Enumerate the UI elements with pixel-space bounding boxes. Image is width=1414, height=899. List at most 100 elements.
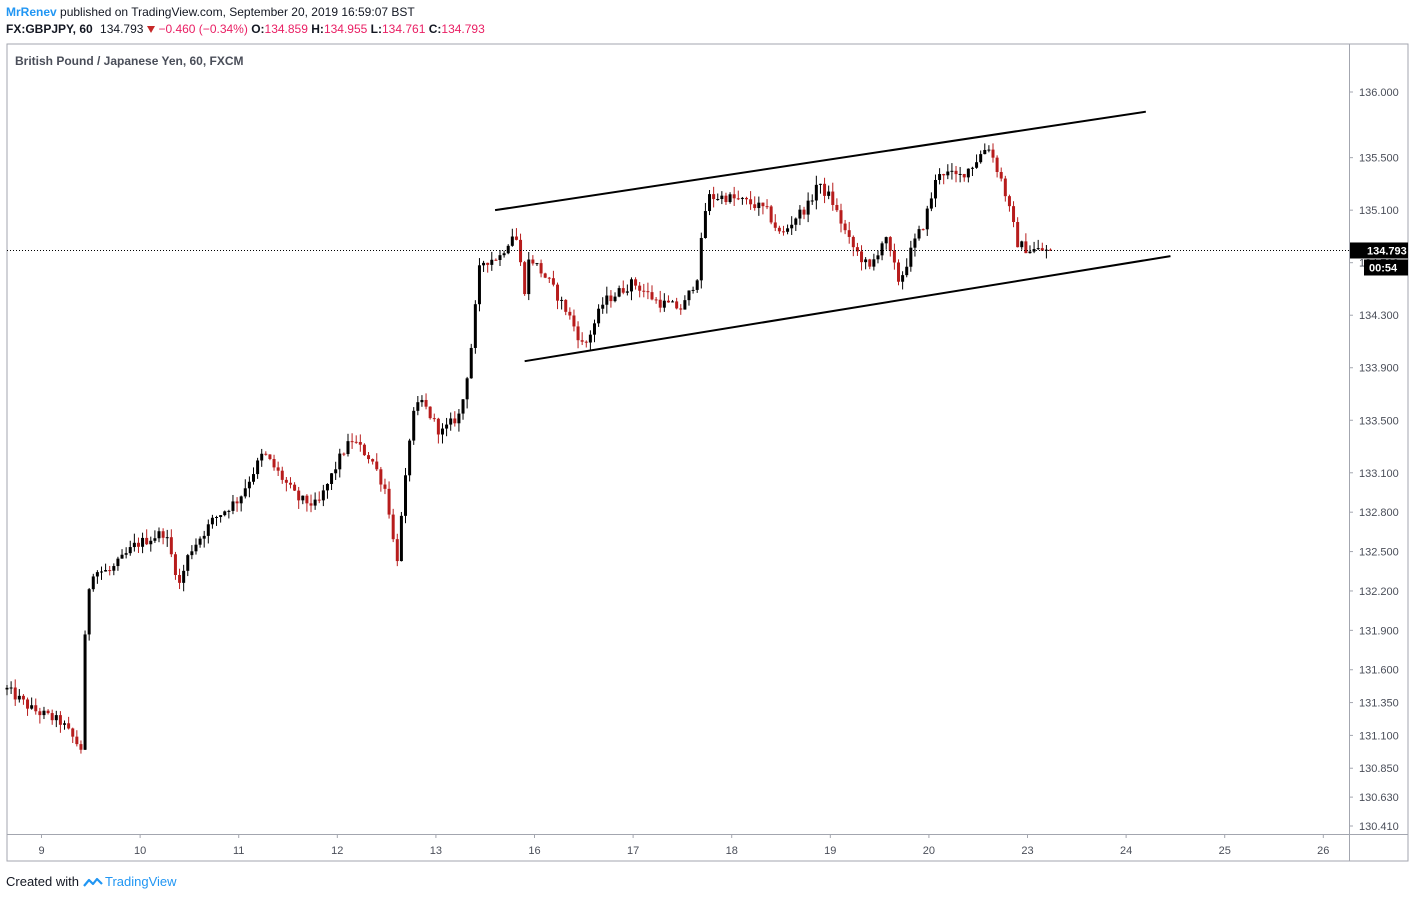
y-tick-label: 130.630	[1359, 792, 1399, 804]
candle-body	[613, 296, 617, 302]
candle-body	[5, 687, 9, 690]
current-price-tag	[1350, 242, 1408, 259]
y-tick-label: 136.000	[1359, 87, 1399, 99]
time-axis[interactable]: 9 10 11 12 13 16 17 18 19 20 23 24 25 26	[38, 834, 1329, 857]
candle-body	[445, 424, 449, 429]
candle-body	[321, 490, 325, 501]
candle-body	[67, 723, 71, 729]
candle-body	[712, 194, 716, 200]
x-tick-label: 9	[38, 845, 44, 857]
x-tick-label: 23	[1021, 845, 1033, 857]
y-tick-label: 133.100	[1359, 468, 1399, 480]
candle-body	[473, 304, 477, 348]
candle-body	[847, 230, 851, 237]
symbol-name[interactable]: FX:GBPJPY, 60	[6, 22, 93, 36]
candle-body	[818, 183, 822, 185]
candle-body	[190, 551, 194, 556]
candle-body	[141, 537, 145, 547]
candle-body	[256, 460, 260, 475]
candle-body	[288, 482, 292, 485]
candle-body	[781, 231, 785, 233]
y-tick-label: 134.300	[1359, 310, 1399, 322]
author-link[interactable]: MrRenev	[6, 5, 57, 19]
candle-body	[749, 199, 753, 205]
candle-body	[654, 299, 658, 301]
candle-body	[169, 537, 173, 555]
candle-body	[510, 236, 514, 246]
candle-body	[946, 171, 950, 176]
candle-body	[597, 308, 601, 324]
candle-body	[280, 470, 284, 480]
candle-body	[367, 455, 371, 460]
candle-body	[219, 515, 223, 517]
candle-body	[642, 290, 646, 292]
candle-body	[91, 576, 95, 590]
candle-body	[806, 200, 810, 215]
trendlines-group[interactable]	[494, 110, 1171, 363]
x-tick-label: 11	[233, 845, 244, 857]
candle-body	[839, 210, 843, 224]
candle-body	[601, 304, 605, 309]
y-tick-label: 130.410	[1359, 821, 1399, 833]
candle-body	[732, 194, 736, 199]
candle-body	[556, 284, 560, 301]
price-axis[interactable]: 136.000135.500135.100134.700134.300133.9…	[1349, 87, 1399, 833]
candle-body	[539, 263, 543, 274]
tradingview-brand[interactable]: TradingView	[83, 874, 177, 889]
candle-body	[309, 503, 313, 506]
candle-body	[1016, 222, 1020, 248]
candle-body	[897, 262, 901, 282]
candle-body	[210, 517, 214, 525]
candle-body	[284, 479, 288, 483]
candle-body	[477, 265, 481, 305]
candle-body	[917, 229, 921, 239]
candle-body	[958, 173, 962, 175]
candle-body	[268, 454, 272, 460]
candle-body	[646, 291, 650, 293]
candle-body	[375, 461, 379, 470]
candle-body	[884, 237, 888, 244]
candle-body	[186, 555, 190, 571]
candle-body	[675, 301, 679, 309]
candle-body	[408, 440, 412, 476]
candle-body	[580, 340, 584, 342]
candle-body	[21, 695, 25, 700]
y-tick-label: 131.100	[1359, 730, 1399, 742]
y-tick-label: 131.900	[1359, 625, 1399, 637]
candle-body	[243, 488, 247, 497]
candle-body	[535, 263, 539, 265]
candle-body	[786, 228, 790, 232]
candle-body	[876, 255, 880, 260]
candle-body	[58, 715, 62, 725]
candle-body	[1040, 248, 1044, 251]
tradingview-logo-icon	[83, 877, 103, 887]
candle-body	[757, 202, 761, 209]
candle-body	[888, 237, 892, 251]
candle-body	[868, 259, 872, 267]
trendline-upper-channel[interactable]	[494, 110, 1146, 212]
candle-body	[120, 554, 124, 559]
candle-body	[588, 334, 592, 343]
candles-group	[5, 143, 1053, 754]
candle-body	[975, 162, 979, 168]
candle-body	[136, 542, 140, 547]
candle-body	[736, 198, 740, 200]
candle-body	[313, 499, 317, 506]
candle-body	[128, 547, 132, 554]
candle-body	[420, 399, 424, 403]
candle-body	[551, 278, 555, 285]
publish-info: MrRenev published on TradingView.com, Se…	[6, 5, 415, 19]
candle-body	[354, 441, 358, 443]
candle-body	[609, 295, 613, 302]
candle-body	[790, 224, 794, 229]
candle-body	[1024, 241, 1028, 254]
candle-body	[950, 170, 954, 172]
candle-body	[802, 209, 806, 215]
candle-body	[892, 250, 896, 263]
candle-body	[399, 515, 403, 562]
candle-body	[223, 511, 227, 516]
trendline-lower-channel[interactable]	[524, 255, 1171, 363]
low-label: L:	[370, 22, 382, 36]
candle-body	[1003, 178, 1007, 197]
